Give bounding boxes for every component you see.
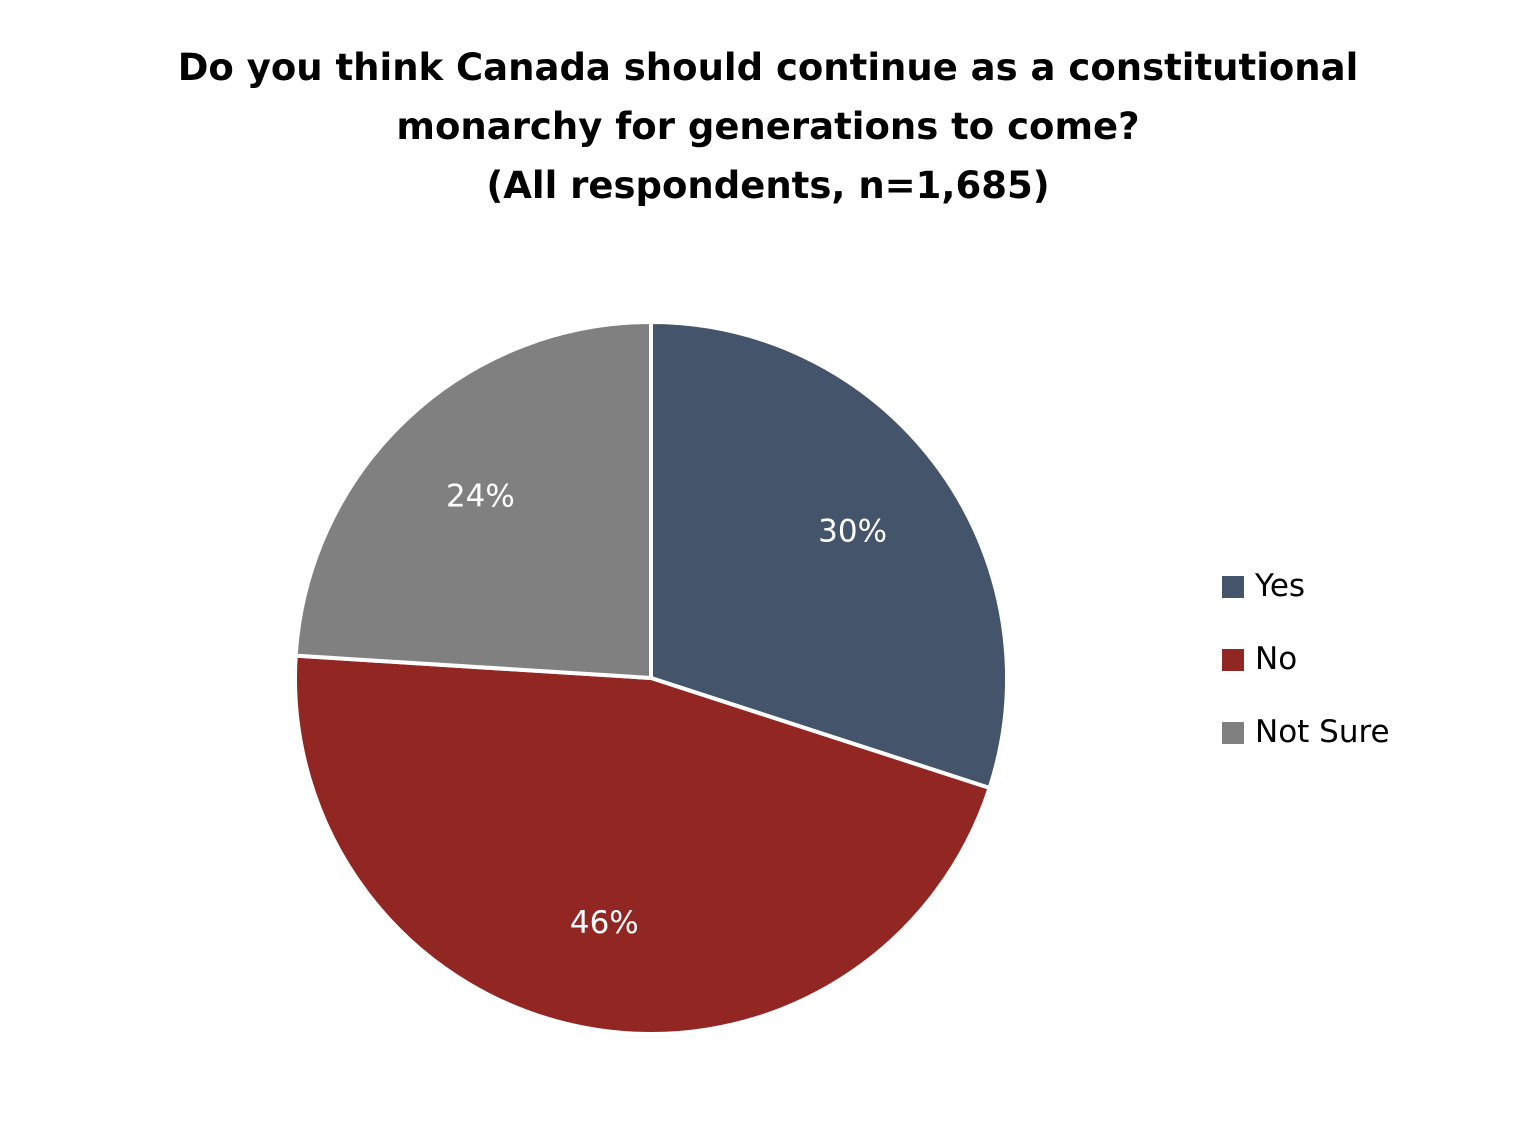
legend-item-yes: Yes (1222, 563, 1390, 636)
legend-item-no: No (1222, 636, 1390, 709)
chart-title-line-1: Do you think Canada should continue as a… (177, 46, 1359, 89)
pie-slice-yes (649, 320, 1009, 791)
pie-slice-not-sure (293, 320, 653, 680)
data-label-no: 46% (570, 905, 639, 941)
chart-title-line-3: (All respondents, n=1,685) (486, 164, 1050, 207)
legend: Yes No Not Sure (1222, 563, 1390, 782)
legend-label-not-sure: Not Sure (1255, 714, 1390, 750)
data-label-not-sure: 24% (446, 478, 515, 514)
chart-title-line-2: monarchy for generations to come? (396, 105, 1140, 148)
legend-swatch-no (1222, 649, 1244, 671)
legend-swatch-yes (1222, 576, 1244, 598)
chart-title: Do you think Canada should continue as a… (0, 38, 1536, 215)
pie-data-labels: 30% 46% 24% (446, 478, 887, 940)
legend-label-no: No (1255, 641, 1298, 677)
legend-swatch-not-sure (1222, 722, 1244, 744)
data-label-yes: 30% (818, 514, 887, 550)
legend-label-yes: Yes (1255, 568, 1306, 604)
pie-slices (293, 320, 1009, 1036)
legend-item-not-sure: Not Sure (1222, 709, 1390, 782)
pie-slice-no (293, 653, 992, 1036)
